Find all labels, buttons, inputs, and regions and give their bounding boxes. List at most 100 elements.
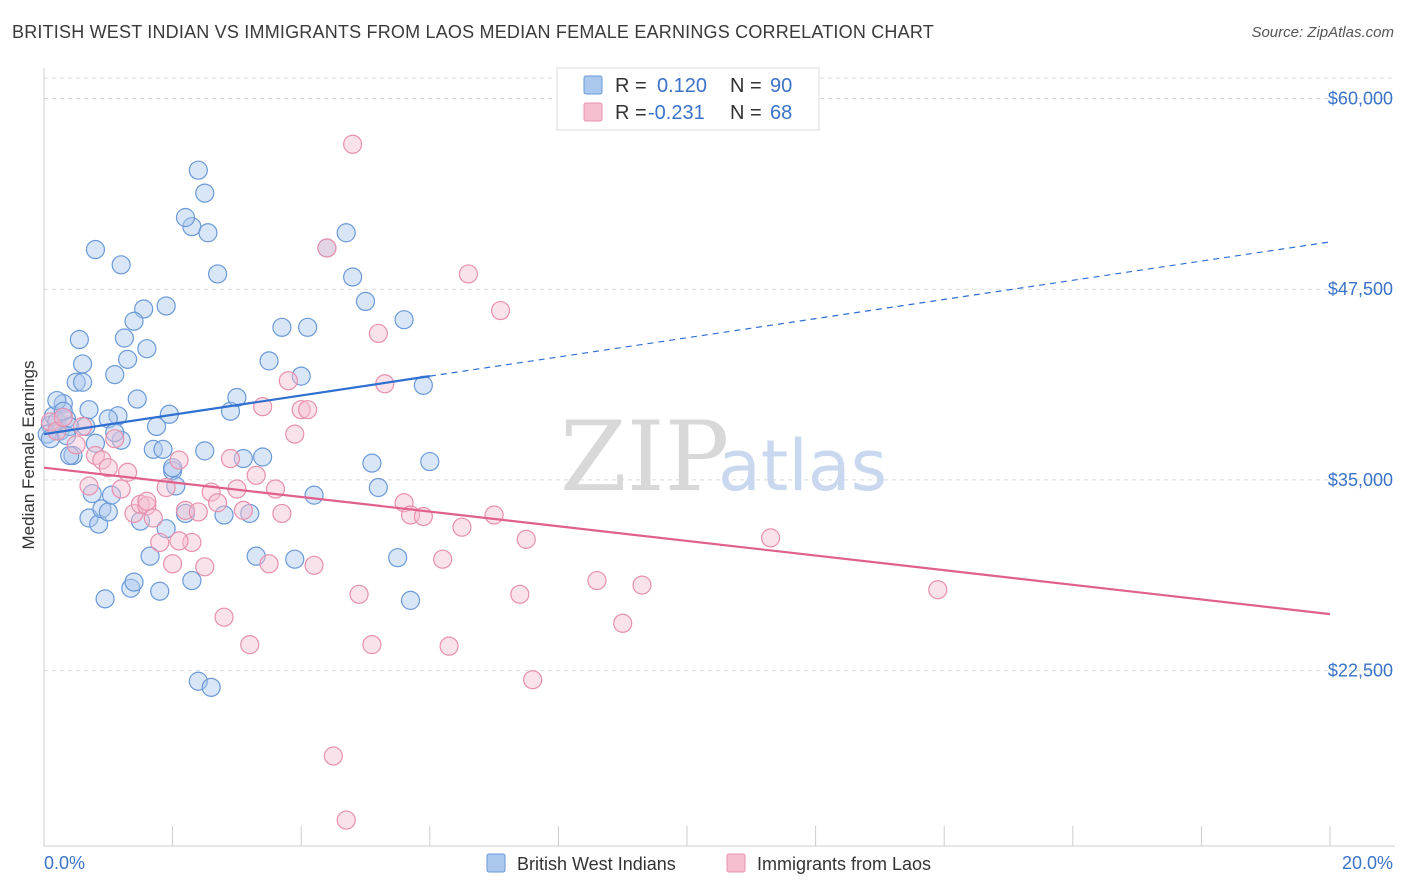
bwi-point-89 xyxy=(60,445,80,466)
laos-point-35 xyxy=(272,503,292,524)
laos-point-59 xyxy=(516,529,536,549)
bwi-point-55 xyxy=(208,264,228,284)
bwi-point-36 xyxy=(156,296,176,316)
bwi-point-44 xyxy=(163,458,183,478)
bottom-legend-label-pink: Immigrants from Laos xyxy=(757,854,931,874)
laos-point-57 xyxy=(490,300,511,321)
legend-n-value-2: 68 xyxy=(770,102,792,124)
bwi-point-49 xyxy=(195,183,215,203)
bwi-point-23 xyxy=(114,328,134,348)
bwi-point-18 xyxy=(98,502,118,522)
watermark-atlas: atlas xyxy=(718,425,887,507)
bwi-point-40 xyxy=(85,239,106,260)
bottom-legend-swatch-pink xyxy=(726,853,746,873)
legend-r-label-1: R = xyxy=(615,75,647,97)
x-tick-label-min: 0.0% xyxy=(44,853,85,873)
bwi-point-35 xyxy=(153,439,173,459)
laos-point-56 xyxy=(484,505,504,525)
bwi-point-71 xyxy=(343,267,363,287)
bwi-point-85 xyxy=(72,372,93,392)
legend-n-value-1: 90 xyxy=(770,75,792,97)
bwi-point-42 xyxy=(124,311,144,331)
laos-point-14 xyxy=(137,496,157,516)
source-label: Source: ZipAtlas.com xyxy=(1251,24,1394,41)
bwi-point-62 xyxy=(259,351,279,371)
laos-point-36 xyxy=(278,371,298,391)
laos-point-61 xyxy=(587,570,607,591)
laos-point-58 xyxy=(510,584,530,604)
x-tick-label-max: 20.0% xyxy=(1342,853,1393,873)
axes xyxy=(43,68,1395,847)
bottom-legend: British West Indians Immigrants from Lao… xyxy=(486,853,931,874)
bwi-point-30 xyxy=(137,339,157,359)
bwi-point-31 xyxy=(140,546,160,566)
legend-swatch-pink xyxy=(583,102,603,122)
laos-point-47 xyxy=(368,323,388,344)
bwi-point-52 xyxy=(198,223,218,243)
laos-point-8 xyxy=(98,458,118,478)
laos-point-41 xyxy=(317,238,337,258)
laos-point-33 xyxy=(259,554,279,574)
bwi-point-67 xyxy=(285,549,305,569)
bottom-legend-label-blue: British West Indians xyxy=(517,854,676,874)
chart-title: BRITISH WEST INDIAN VS IMMIGRANTS FROM L… xyxy=(12,22,934,42)
y-tick-label-0: $22,500 xyxy=(1328,661,1393,681)
laos-point-9 xyxy=(105,429,125,449)
bwi-point-70 xyxy=(336,223,356,243)
bwi-point-65 xyxy=(253,447,273,467)
laos-point-42 xyxy=(323,746,343,766)
legend-n-label-2: N = xyxy=(730,102,762,124)
laos-point-52 xyxy=(433,549,453,569)
y-axis-title: Median Female Earnings xyxy=(19,361,38,550)
laos-point-40 xyxy=(304,555,324,575)
bwi-point-68 xyxy=(304,485,324,505)
laos-point-66 xyxy=(137,491,157,511)
legend-r-value-1: 0.120 xyxy=(657,75,707,97)
laos-point-31 xyxy=(246,465,266,485)
laos-point-15 xyxy=(143,508,163,528)
y-tick-labels: $22,500 $35,000 $47,500 $60,000 xyxy=(1328,89,1393,681)
trend-line-laos xyxy=(43,466,1331,616)
laos-point-19 xyxy=(169,450,189,470)
bwi-point-17 xyxy=(95,589,115,609)
laos-point-39 xyxy=(298,400,318,420)
laos-point-23 xyxy=(195,557,215,577)
bwi-point-10 xyxy=(72,354,93,374)
legend-r-value-2: -0.231 xyxy=(648,102,705,124)
bwi-point-20 xyxy=(105,365,125,385)
bwi-point-34 xyxy=(150,581,170,601)
watermark: ZIP atlas xyxy=(560,401,887,513)
laos-point-63 xyxy=(632,575,652,595)
bwi-point-22 xyxy=(111,430,131,450)
laos-point-16 xyxy=(150,532,170,553)
laos-point-29 xyxy=(233,500,253,520)
laos-point-54 xyxy=(452,517,472,537)
bwi-point-19 xyxy=(101,485,122,505)
laos-point-25 xyxy=(208,493,228,513)
laos-point-2 xyxy=(53,407,73,427)
laos-point-43 xyxy=(336,810,356,830)
legend-n-label-1: N = xyxy=(730,75,762,97)
laos-point-55 xyxy=(458,264,478,284)
laos-point-10 xyxy=(111,479,131,499)
laos-point-37 xyxy=(285,424,305,444)
trend-line-bwi-dashed xyxy=(429,241,1331,377)
grid xyxy=(44,77,1395,672)
watermark-zip: ZIP xyxy=(560,401,729,513)
bwi-point-63 xyxy=(272,317,292,337)
laos-point-27 xyxy=(220,448,241,469)
laos-point-60 xyxy=(523,670,543,690)
bwi-point-41 xyxy=(111,255,131,275)
laos-point-38 xyxy=(291,400,311,420)
bwi-point-64 xyxy=(298,317,318,337)
legend-swatch-blue xyxy=(583,75,603,95)
bwi-point-86 xyxy=(79,400,99,420)
laos-point-62 xyxy=(613,613,633,633)
bwi-point-53 xyxy=(175,207,196,228)
laos-point-53 xyxy=(439,636,459,656)
bwi-point-50 xyxy=(188,160,208,180)
laos-point-46 xyxy=(362,635,382,655)
bwi-point-24 xyxy=(117,349,138,369)
laos-point-67 xyxy=(169,531,189,551)
